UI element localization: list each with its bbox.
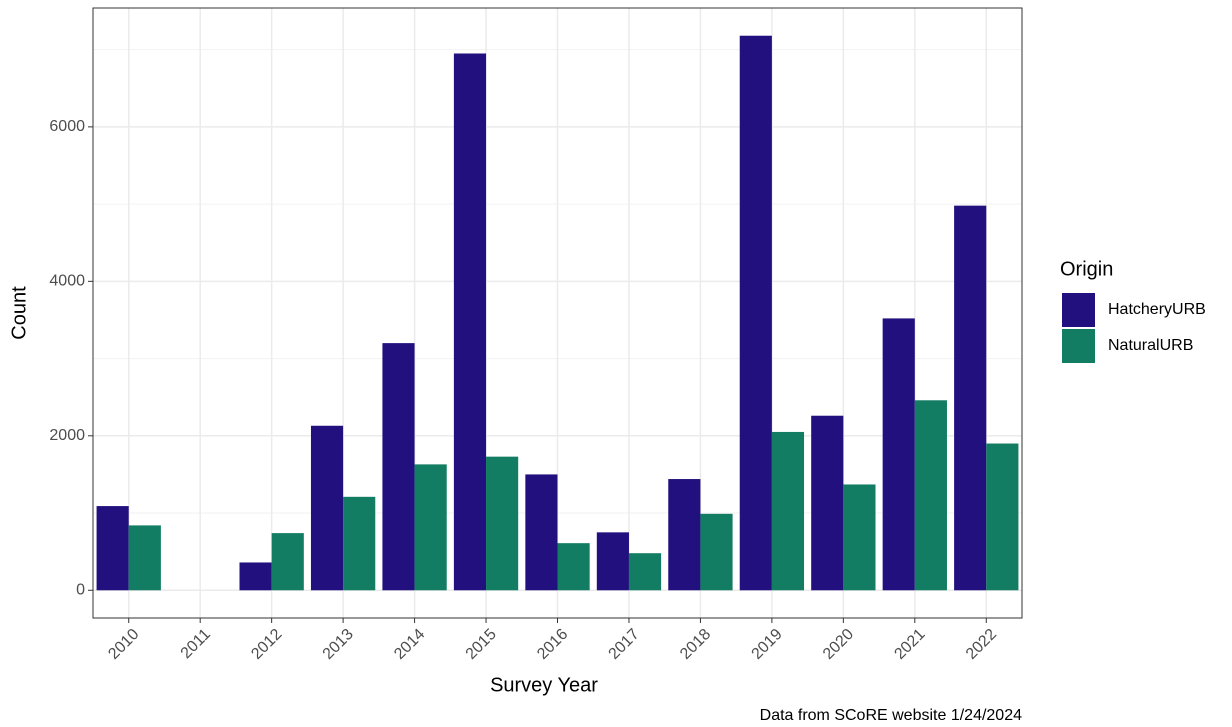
bar <box>811 415 844 591</box>
x-tick-label: 2011 <box>178 626 214 662</box>
bar <box>239 562 272 591</box>
x-tick-label: 2014 <box>391 626 428 663</box>
bar <box>486 456 519 591</box>
y-tick-label: 0 <box>76 581 85 598</box>
bar <box>596 532 629 591</box>
bar <box>128 525 161 591</box>
y-tick-label: 4000 <box>49 273 85 290</box>
bar <box>96 506 129 591</box>
bar <box>771 431 805 591</box>
bar <box>668 479 701 591</box>
x-tick-label: 2019 <box>749 626 786 663</box>
bar <box>382 343 415 591</box>
bar <box>954 205 987 591</box>
y-axis-title: Count <box>8 286 30 340</box>
bar <box>525 474 558 591</box>
x-tick-label: 2015 <box>463 626 500 663</box>
x-tick-label: 2012 <box>248 626 285 663</box>
x-tick-label: 2022 <box>963 626 1000 663</box>
bar <box>700 513 733 591</box>
caption: Data from SCoRE website 1/24/2024 <box>760 707 1022 724</box>
legend-title: Origin <box>1060 258 1113 280</box>
bar <box>557 543 590 591</box>
bar <box>628 553 662 591</box>
legend-label: NaturalURB <box>1108 337 1193 354</box>
bar <box>453 53 487 591</box>
bar <box>343 496 376 591</box>
legend-key <box>1062 293 1095 327</box>
legend-label: HatcheryURB <box>1108 301 1206 318</box>
x-tick-label: 2020 <box>820 626 857 663</box>
bar <box>882 318 915 591</box>
bar <box>414 464 447 591</box>
bar <box>310 425 344 591</box>
bar <box>986 443 1019 591</box>
x-tick-label: 2016 <box>534 626 571 663</box>
x-tick-label: 2018 <box>677 626 714 663</box>
y-tick-label: 6000 <box>49 118 85 135</box>
bar <box>739 35 772 591</box>
legend-key <box>1062 329 1095 363</box>
x-tick-label: 2017 <box>606 626 643 663</box>
bar <box>271 533 304 591</box>
x-axis-title: Survey Year <box>490 674 598 696</box>
panel-border <box>92 7 1023 619</box>
x-tick-label: 2013 <box>320 626 357 663</box>
bar <box>914 400 947 591</box>
x-tick-label: 2010 <box>105 626 142 663</box>
bar <box>843 484 876 591</box>
y-tick-label: 2000 <box>49 427 85 444</box>
x-tick-label: 2021 <box>891 626 928 663</box>
